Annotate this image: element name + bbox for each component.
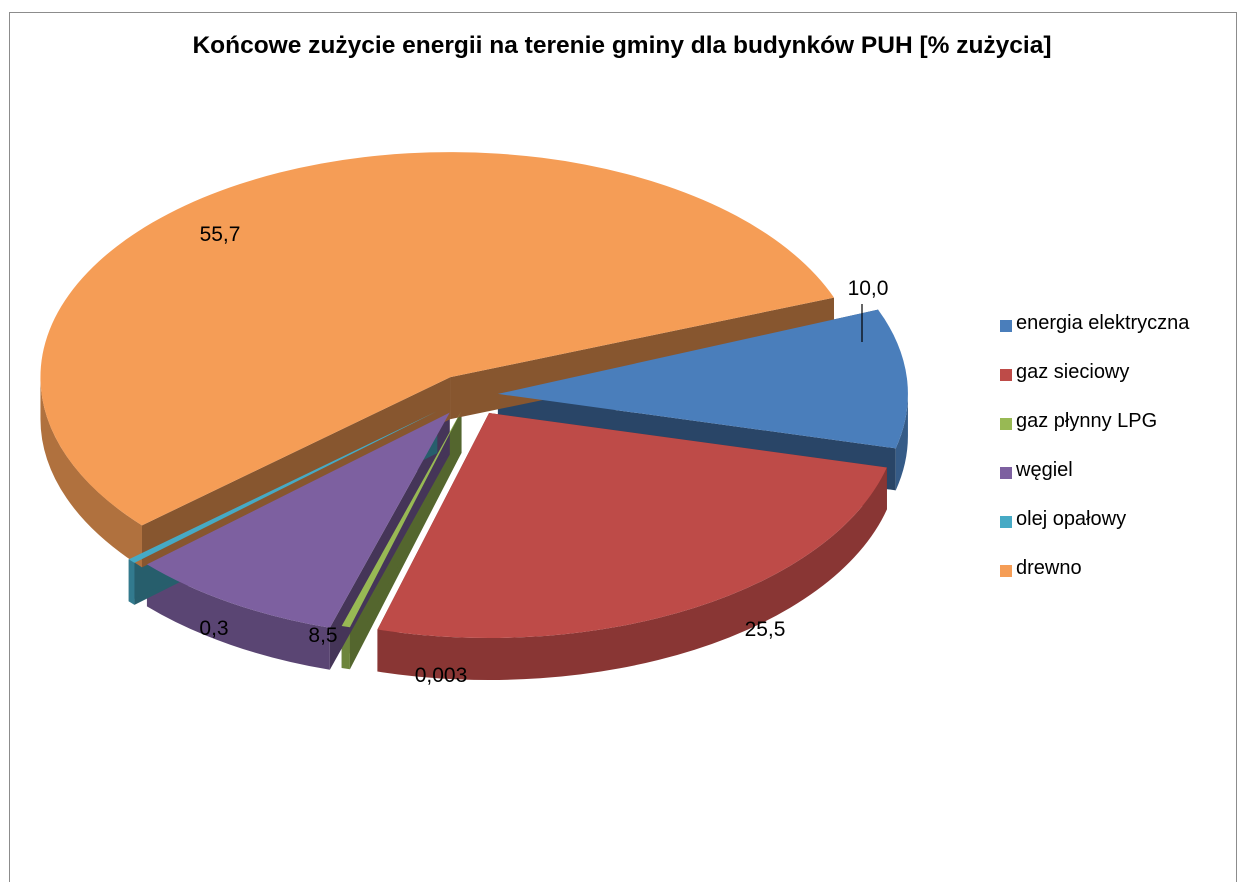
slice-gaz-sieciowy: [377, 413, 887, 639]
data-label-energia-elektryczna: 10,0: [848, 277, 889, 300]
data-label-węgiel: 8,5: [308, 624, 337, 647]
slice-energia-elektryczna: [497, 309, 908, 449]
legend-swatch: [1000, 467, 1012, 479]
legend-label: drewno: [1016, 557, 1082, 579]
legend-label: gaz sieciowy: [1016, 361, 1130, 383]
legend-label: energia elektryczna: [1016, 312, 1190, 334]
slice-outer-wall: [895, 393, 908, 491]
data-label-olej-opałowy: 0,3: [199, 617, 228, 640]
legend-swatch: [1000, 320, 1012, 332]
chart-area: [9, 12, 1237, 882]
legend-label: olej opałowy: [1016, 508, 1127, 530]
slice-outer-wall: [40, 377, 142, 568]
legend-swatch: [1000, 565, 1012, 577]
slice-outer-wall: [128, 559, 135, 605]
slice-outer-wall: [377, 467, 887, 681]
slice-węgiel: [146, 412, 450, 628]
legend-label: węgiel: [1016, 459, 1073, 481]
slice-gaz-płynny-lpg: [341, 410, 462, 628]
legend-swatch: [1000, 418, 1012, 430]
legend-swatch: [1000, 369, 1012, 381]
slice-outer-wall: [146, 564, 330, 670]
slice-olej-opałowy: [128, 411, 438, 563]
data-label-gaz-płynny-lpg: 0,003: [415, 664, 468, 687]
data-label-gaz-sieciowy: 25,5: [745, 618, 786, 641]
data-label-drewno: 55,7: [200, 223, 241, 246]
slice-drewno: [40, 152, 835, 526]
legend-swatch: [1000, 516, 1012, 528]
legend-label: gaz płynny LPG: [1016, 410, 1158, 432]
chart-title: Końcowe zużycie energii na terenie gminy…: [192, 32, 1052, 59]
